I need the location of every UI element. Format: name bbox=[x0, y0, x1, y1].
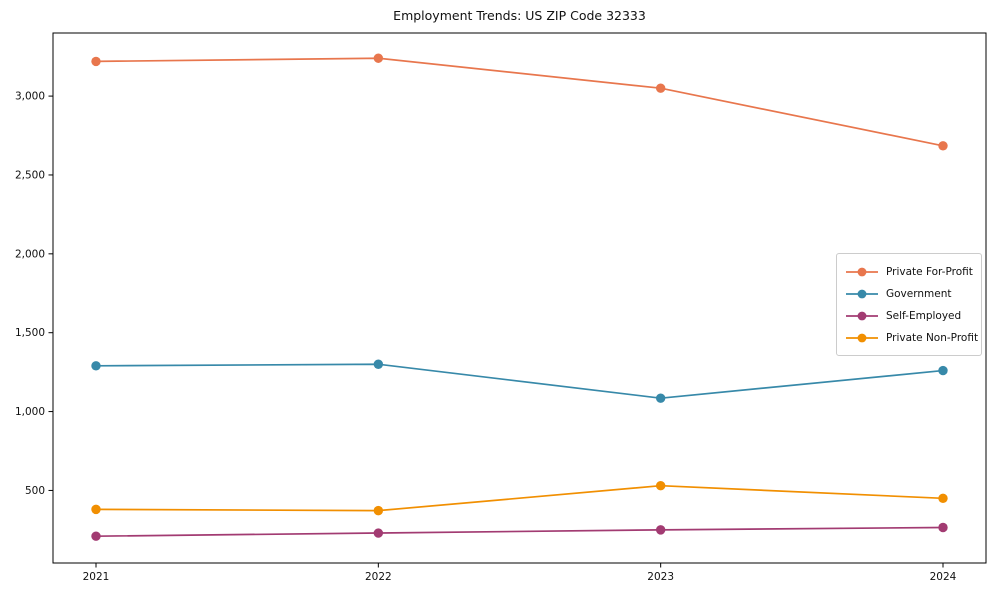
series-marker-private-for-profit bbox=[373, 53, 384, 63]
chart-title: Employment Trends: US ZIP Code 32333 bbox=[393, 8, 646, 23]
series-marker-private-for-profit bbox=[91, 56, 101, 67]
legend-label: Private For-Profit bbox=[886, 266, 973, 278]
x-tick-label: 2021 bbox=[83, 571, 110, 583]
series-line-government bbox=[95, 363, 944, 400]
series-marker-private-non-profit bbox=[938, 493, 948, 504]
plot-border bbox=[52, 32, 987, 564]
series-line-private-for-profit bbox=[95, 57, 944, 147]
series-marker-private-for-profit bbox=[938, 141, 948, 151]
y-tick-label: 2,000 bbox=[15, 248, 45, 260]
y-tick-label: 500 bbox=[25, 485, 45, 497]
legend: Private For-Profit Government Self-Employe… bbox=[836, 253, 982, 356]
y-tick-label: 2,500 bbox=[15, 169, 45, 181]
legend-label: Private Non-Profit bbox=[886, 332, 979, 344]
series-line-private-non-profit bbox=[95, 484, 944, 512]
legend-swatch-icon bbox=[846, 311, 878, 321]
legend-swatch-icon bbox=[846, 289, 878, 299]
legend-label: Government bbox=[886, 288, 952, 300]
series-marker-private-non-profit bbox=[373, 505, 384, 516]
x-tick-label: 2023 bbox=[647, 571, 674, 583]
y-tick-label: 1,000 bbox=[15, 406, 45, 418]
series-marker-self-employed bbox=[373, 528, 384, 538]
series-marker-private-non-profit bbox=[91, 504, 101, 515]
series-line-self-employed bbox=[95, 526, 944, 538]
x-tick-label: 2022 bbox=[365, 571, 392, 583]
legend-item: Government bbox=[845, 283, 973, 305]
y-tick-label: 1,500 bbox=[15, 327, 45, 339]
legend-item: Private For-Profit bbox=[845, 261, 973, 283]
legend-swatch-icon bbox=[846, 333, 878, 343]
series-marker-government bbox=[373, 359, 384, 369]
legend-item: Self-Employed bbox=[845, 305, 973, 327]
series-marker-self-employed bbox=[938, 522, 948, 533]
series-marker-government bbox=[655, 393, 666, 403]
y-tick-label: 3,000 bbox=[15, 91, 45, 103]
legend-item: Private Non-Profit bbox=[845, 327, 978, 349]
series-marker-government bbox=[938, 365, 948, 376]
series-marker-self-employed bbox=[655, 525, 666, 535]
series-marker-private-non-profit bbox=[655, 481, 666, 491]
legend-swatch-icon bbox=[846, 267, 878, 277]
series-marker-government bbox=[91, 361, 101, 371]
legend-label: Self-Employed bbox=[886, 310, 962, 322]
series-marker-private-for-profit bbox=[655, 83, 666, 93]
series-marker-self-employed bbox=[91, 531, 101, 541]
x-tick-label: 2024 bbox=[930, 571, 957, 583]
